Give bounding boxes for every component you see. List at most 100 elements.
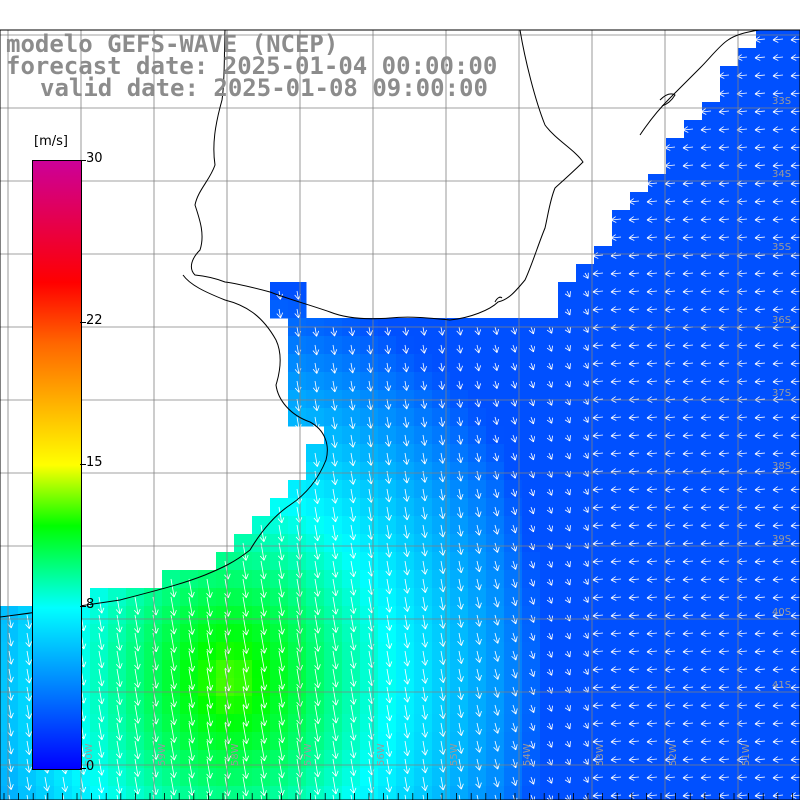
wind-cell	[774, 264, 793, 283]
wind-arrow	[528, 488, 536, 497]
wind-arrow	[206, 794, 209, 800]
wind-cell	[666, 300, 685, 319]
latitude-label: 35S	[772, 242, 791, 253]
colorbar-tick-label: 8	[86, 596, 95, 612]
wind-cell	[720, 462, 739, 481]
wind-cell	[774, 138, 793, 157]
wind-arrow	[718, 756, 730, 763]
wind-arrow	[152, 794, 155, 800]
wind-cell	[756, 336, 775, 355]
wind-cell	[702, 714, 721, 733]
wind-arrow	[610, 612, 622, 619]
wind-arrow	[458, 794, 461, 800]
wind-cell	[756, 426, 775, 445]
wind-arrow	[420, 452, 428, 465]
wind-arrow	[439, 650, 446, 665]
wind-cell	[774, 624, 793, 643]
wind-arrow	[134, 632, 141, 652]
wind-cell	[702, 642, 721, 661]
wind-arrow	[610, 288, 622, 295]
wind-arrow	[664, 756, 676, 763]
wind-cell	[720, 696, 739, 715]
model-title: modelo GEFS-WAVE (NCEP)	[6, 30, 339, 58]
wind-arrow	[402, 380, 410, 391]
wind-arrow	[332, 632, 339, 652]
wind-cell	[666, 444, 685, 463]
wind-cell	[684, 750, 703, 769]
wind-arrow	[582, 740, 589, 747]
wind-arrow	[260, 614, 267, 636]
wind-arrow	[772, 288, 784, 295]
wind-arrow	[385, 488, 392, 503]
wind-cell	[666, 570, 685, 589]
wind-arrow	[510, 470, 518, 479]
wind-arrow	[366, 380, 374, 392]
wind-cell	[612, 750, 631, 769]
wind-arrow	[582, 452, 589, 459]
wind-cell	[630, 516, 649, 535]
wind-arrow	[439, 578, 446, 593]
wind-arrow	[700, 144, 712, 151]
wind-arrow	[206, 704, 214, 727]
wind-arrow	[492, 380, 500, 389]
wind-cell	[738, 336, 757, 355]
wind-arrow	[403, 722, 411, 739]
wind-cell	[702, 246, 721, 265]
wind-cell	[630, 480, 649, 499]
wind-arrow	[493, 740, 500, 752]
wind-arrow	[682, 576, 694, 583]
wind-arrow	[592, 648, 604, 655]
wind-arrow	[700, 288, 712, 295]
wind-cell	[774, 426, 793, 445]
wind-arrow	[403, 614, 411, 631]
wind-arrow	[420, 380, 428, 391]
wind-arrow	[682, 522, 694, 529]
wind-cell	[648, 354, 667, 373]
wind-arrow	[403, 632, 411, 649]
wind-arrow	[385, 668, 393, 686]
wind-arrow	[682, 486, 694, 493]
wind-arrow	[510, 416, 518, 425]
wind-arrow	[546, 578, 553, 586]
wind-arrow	[277, 560, 285, 579]
wind-arrow	[772, 576, 784, 583]
wind-cell	[738, 606, 757, 625]
wind-cell	[342, 786, 361, 800]
wind-cell	[738, 138, 757, 157]
wind-arrow	[97, 740, 105, 758]
wind-arrow	[718, 522, 730, 529]
wind-arrow	[421, 560, 428, 575]
wind-cell	[648, 444, 667, 463]
wind-cell	[720, 408, 739, 427]
wind-arrow	[790, 630, 800, 637]
wind-cell	[720, 120, 739, 139]
wind-arrow	[682, 432, 694, 439]
wind-cell	[684, 786, 703, 800]
wind-arrow	[628, 270, 640, 277]
wind-cell	[630, 390, 649, 409]
wind-arrow	[564, 452, 571, 460]
wind-arrow	[610, 432, 622, 439]
wind-arrow	[754, 108, 766, 115]
longitude-label: 58W	[230, 743, 241, 766]
wind-cell	[648, 732, 667, 751]
wind-cell	[666, 192, 685, 211]
wind-arrow	[646, 288, 658, 295]
wind-cell	[666, 264, 685, 283]
wind-cell	[684, 336, 703, 355]
wind-arrow	[582, 380, 589, 387]
wind-cell	[612, 282, 631, 301]
wind-arrow	[312, 344, 320, 356]
wind-cell	[756, 534, 775, 553]
wind-cell	[702, 102, 721, 121]
wind-cell	[396, 786, 415, 800]
wind-arrow	[700, 504, 712, 511]
wind-arrow	[546, 452, 553, 460]
wind-arrow	[278, 740, 285, 761]
wind-cell	[774, 228, 793, 247]
wind-arrow	[646, 756, 658, 763]
longitude-label: 52W	[668, 743, 679, 766]
wind-arrow	[754, 612, 766, 619]
wind-arrow	[754, 234, 766, 241]
